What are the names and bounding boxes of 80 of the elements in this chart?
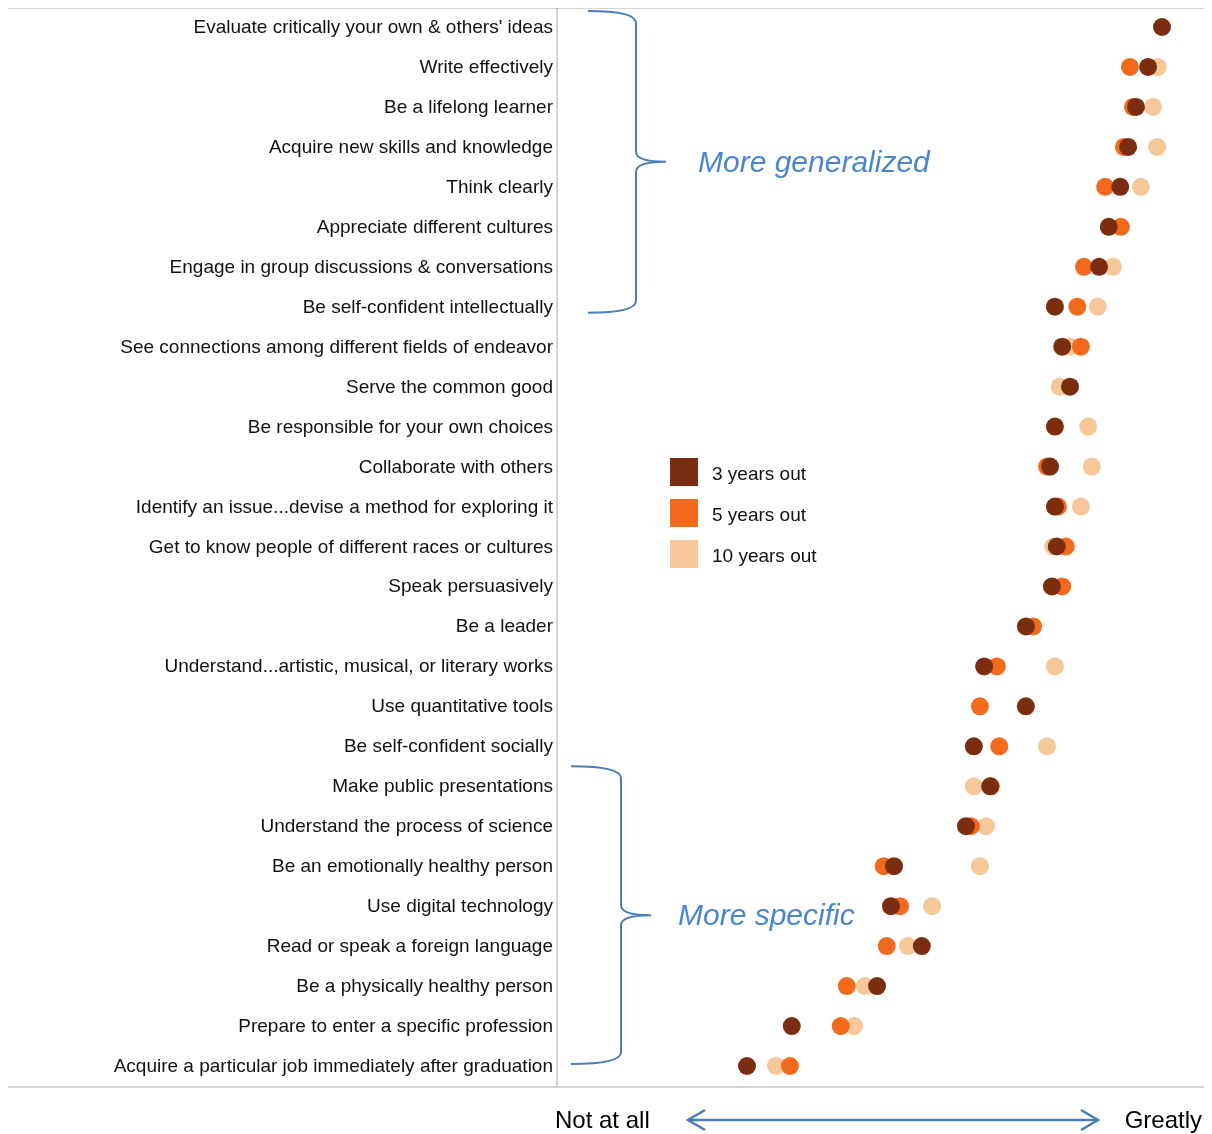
y-tick-label: Write effectively — [419, 55, 554, 77]
y-tick-label: See connections among different fields of endeavor — [120, 335, 554, 357]
point — [1096, 177, 1115, 196]
point — [1071, 497, 1090, 516]
point — [1099, 217, 1118, 236]
y-tick-label: Collaborate with others — [358, 455, 553, 477]
point — [912, 937, 931, 956]
y-tick-label: Be a leader — [455, 615, 554, 637]
point — [1148, 137, 1167, 156]
point — [1119, 137, 1138, 156]
point — [975, 657, 994, 676]
y-tick-label: Appreciate different cultures — [316, 215, 553, 237]
annotation: More specific — [678, 898, 855, 932]
point — [884, 857, 903, 876]
y-tick-label: Make public presentations — [332, 775, 553, 797]
y-tick-label: Understand the process of science — [260, 815, 553, 837]
point — [1045, 417, 1064, 436]
point — [1045, 297, 1064, 316]
point — [1082, 457, 1101, 476]
point — [881, 897, 900, 916]
y-tick-label: Be self-confident intellectually — [302, 295, 554, 317]
y-tick-label: Identify an issue...devise a method for exploring it — [135, 495, 554, 517]
y-tick-label: Be an emotionally healthy person — [272, 855, 553, 877]
text: Greatly — [1124, 1106, 1202, 1133]
point — [1016, 697, 1035, 716]
y-tick-label: Engage in group discussions & conversations — [169, 255, 553, 277]
point — [1088, 297, 1107, 316]
point — [1079, 417, 1098, 436]
point — [1120, 57, 1139, 76]
point — [976, 817, 995, 836]
y-tick-label: Use quantitative tools — [371, 695, 553, 717]
point — [1139, 57, 1158, 76]
y-tick-label: Be a lifelong learner — [384, 95, 554, 117]
point — [1074, 257, 1093, 276]
point — [970, 697, 989, 716]
point — [1068, 297, 1087, 316]
point — [956, 817, 975, 836]
point — [1153, 18, 1171, 36]
point — [1131, 177, 1150, 196]
point — [831, 1017, 850, 1036]
point — [1045, 657, 1064, 676]
y-tick-label: Speak persuasively — [388, 575, 554, 597]
point — [964, 777, 983, 796]
point — [970, 857, 989, 876]
y-tick-label: Use digital technology — [367, 895, 554, 917]
y-tick-label: Evaluate critically your own & others' ideas — [193, 16, 553, 37]
point — [837, 977, 856, 996]
legend-label: 10 years out — [712, 545, 818, 566]
y-tick-label: Get to know people of different races or cultures — [148, 535, 553, 557]
y-tick-label: Understand...artistic, musical, or literary works — [164, 655, 553, 677]
y-tick-label: Acquire a particular job immediately after graduation — [113, 1055, 553, 1076]
point — [877, 937, 896, 956]
point — [964, 737, 983, 756]
y-tick-label: Prepare to enter a specific profession — [238, 1015, 553, 1037]
y-tick-label: Be self-confident socially — [343, 735, 554, 757]
legend-label: 5 years out — [712, 504, 807, 525]
point — [868, 977, 887, 996]
point — [737, 1057, 756, 1075]
point — [780, 1057, 799, 1075]
point — [1111, 177, 1130, 196]
point — [1071, 337, 1090, 356]
annotation: More generalized — [698, 144, 932, 178]
point — [990, 737, 1009, 756]
point — [1042, 577, 1061, 596]
text: Not at all — [555, 1106, 650, 1133]
point — [1016, 617, 1035, 636]
point — [1090, 257, 1109, 276]
legend-label: 3 years out — [712, 463, 807, 484]
y-tick-label: Be a physically healthy person — [296, 975, 553, 997]
point — [1053, 337, 1072, 356]
y-tick-label: Serve the common good — [345, 375, 553, 397]
y-tick-label: Be responsible for your own choices — [247, 415, 553, 437]
point — [1143, 97, 1162, 116]
y-tick-label: Read or speak a foreign language — [266, 935, 553, 957]
point — [782, 1017, 801, 1036]
point — [1038, 737, 1057, 756]
y-tick-label: Acquire new skills and knowledge — [268, 135, 553, 157]
y-tick-label: Think clearly — [446, 175, 554, 197]
point — [923, 897, 942, 916]
point — [1061, 377, 1080, 396]
